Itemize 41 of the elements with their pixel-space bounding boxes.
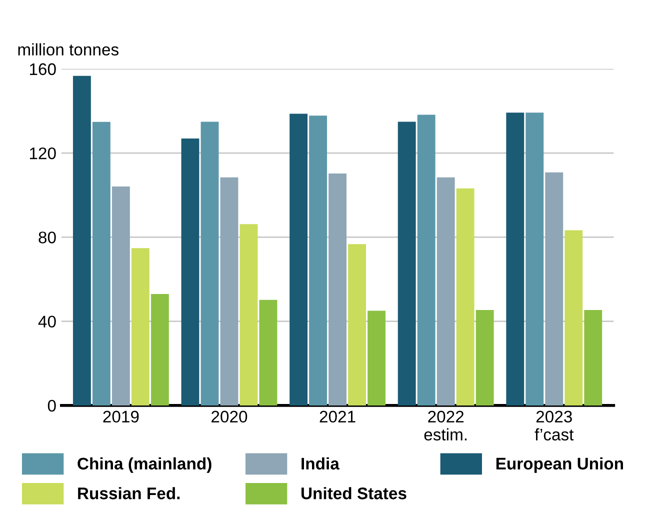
y-tick-label: 120 bbox=[30, 147, 56, 160]
bar bbox=[564, 230, 583, 406]
y-tick-label: 160 bbox=[30, 63, 56, 76]
legend-label: United States bbox=[301, 487, 406, 500]
bar bbox=[328, 173, 346, 406]
y-axis-title: million tonnes bbox=[18, 43, 118, 56]
bar bbox=[417, 114, 436, 406]
bar bbox=[112, 186, 130, 406]
legend-label: European Union bbox=[496, 457, 623, 473]
bar bbox=[436, 177, 455, 406]
legend-label: Russian Fed. bbox=[78, 487, 180, 500]
x-tick-label: 2023 f’cast bbox=[534, 410, 574, 441]
bar bbox=[506, 112, 524, 406]
bar bbox=[526, 112, 544, 406]
x-tick-label: 2019 bbox=[103, 410, 139, 423]
bar bbox=[131, 248, 150, 406]
bar bbox=[476, 310, 494, 406]
x-tick-label: 2022 estim. bbox=[424, 410, 467, 441]
bar bbox=[290, 114, 308, 406]
bar bbox=[259, 300, 278, 406]
bar bbox=[348, 244, 366, 406]
bar bbox=[92, 122, 110, 406]
y-tick-label: 40 bbox=[38, 316, 56, 328]
y-tick-label: 0 bbox=[48, 400, 56, 412]
bar bbox=[200, 122, 219, 406]
bar bbox=[456, 188, 474, 406]
x-tick-label: 2020 bbox=[212, 410, 248, 423]
y-tick-label: 80 bbox=[38, 232, 56, 244]
bar bbox=[309, 116, 328, 406]
bar bbox=[240, 224, 258, 406]
bar bbox=[584, 310, 602, 406]
bar bbox=[368, 310, 386, 406]
bar bbox=[72, 76, 91, 406]
bar bbox=[398, 122, 416, 406]
legend-label: India bbox=[302, 457, 340, 470]
legend-label: China (mainland) bbox=[78, 457, 212, 473]
bar bbox=[150, 294, 169, 406]
bar bbox=[545, 172, 564, 406]
bar bbox=[220, 177, 238, 406]
bar bbox=[181, 138, 200, 406]
x-tick-label: 2021 bbox=[320, 410, 356, 423]
